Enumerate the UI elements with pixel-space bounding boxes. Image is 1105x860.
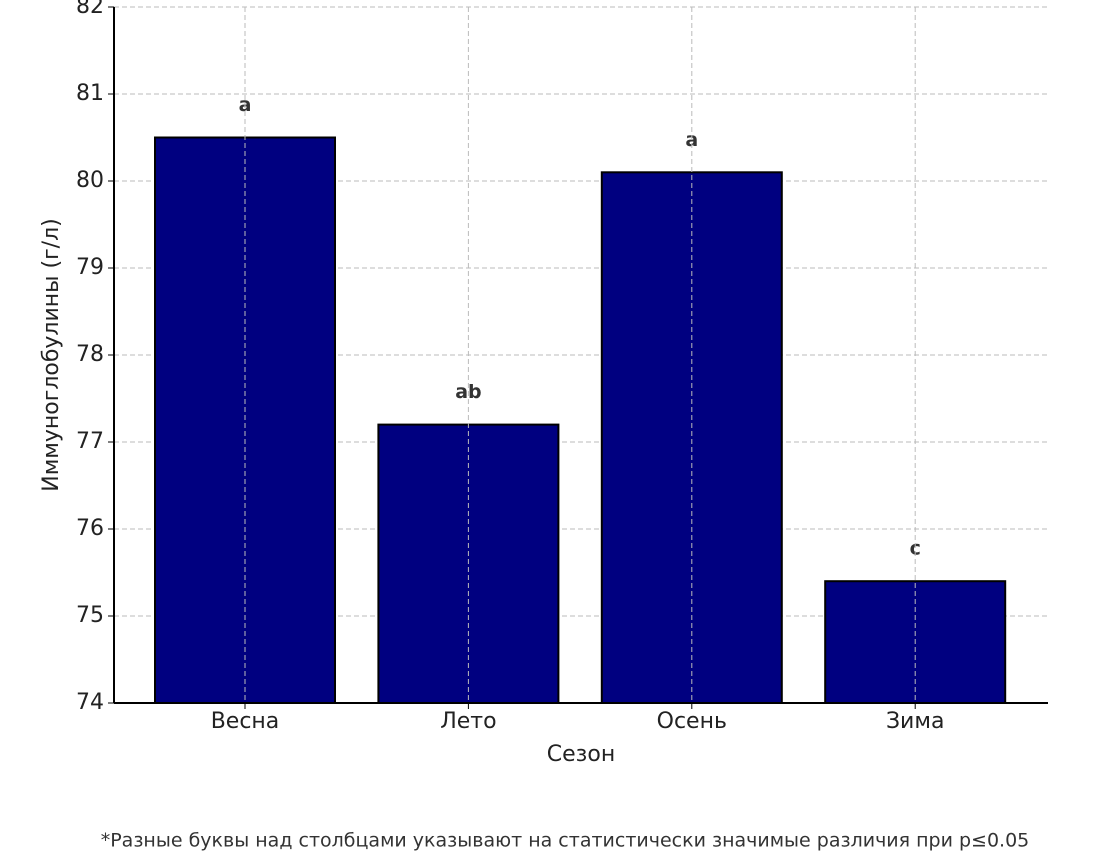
x-tick-label: Весна xyxy=(211,709,280,734)
y-tick-label: 77 xyxy=(76,429,104,454)
y-tick-label: 74 xyxy=(76,690,104,715)
y-axis-label: Иммуноглобулины (г/л) xyxy=(39,218,64,492)
footnote: *Разные буквы над столбцами указывают на… xyxy=(101,830,1030,852)
y-tick-label: 75 xyxy=(76,603,104,628)
y-tick-label: 76 xyxy=(76,516,104,541)
bar xyxy=(600,171,783,705)
x-tick-label: Осень xyxy=(657,709,727,734)
x-axis-label: Сезон xyxy=(547,742,615,767)
y-tick-label: 81 xyxy=(76,81,104,106)
x-tick-label: Лето xyxy=(440,709,496,734)
y-tick-label: 80 xyxy=(76,168,104,193)
y-tick-label: 78 xyxy=(76,342,104,367)
bar-annotation: c xyxy=(910,538,921,560)
y-tick-label: 79 xyxy=(76,255,104,280)
y-tick-label: 82 xyxy=(76,0,104,19)
x-tick-label: Зима xyxy=(886,709,944,734)
